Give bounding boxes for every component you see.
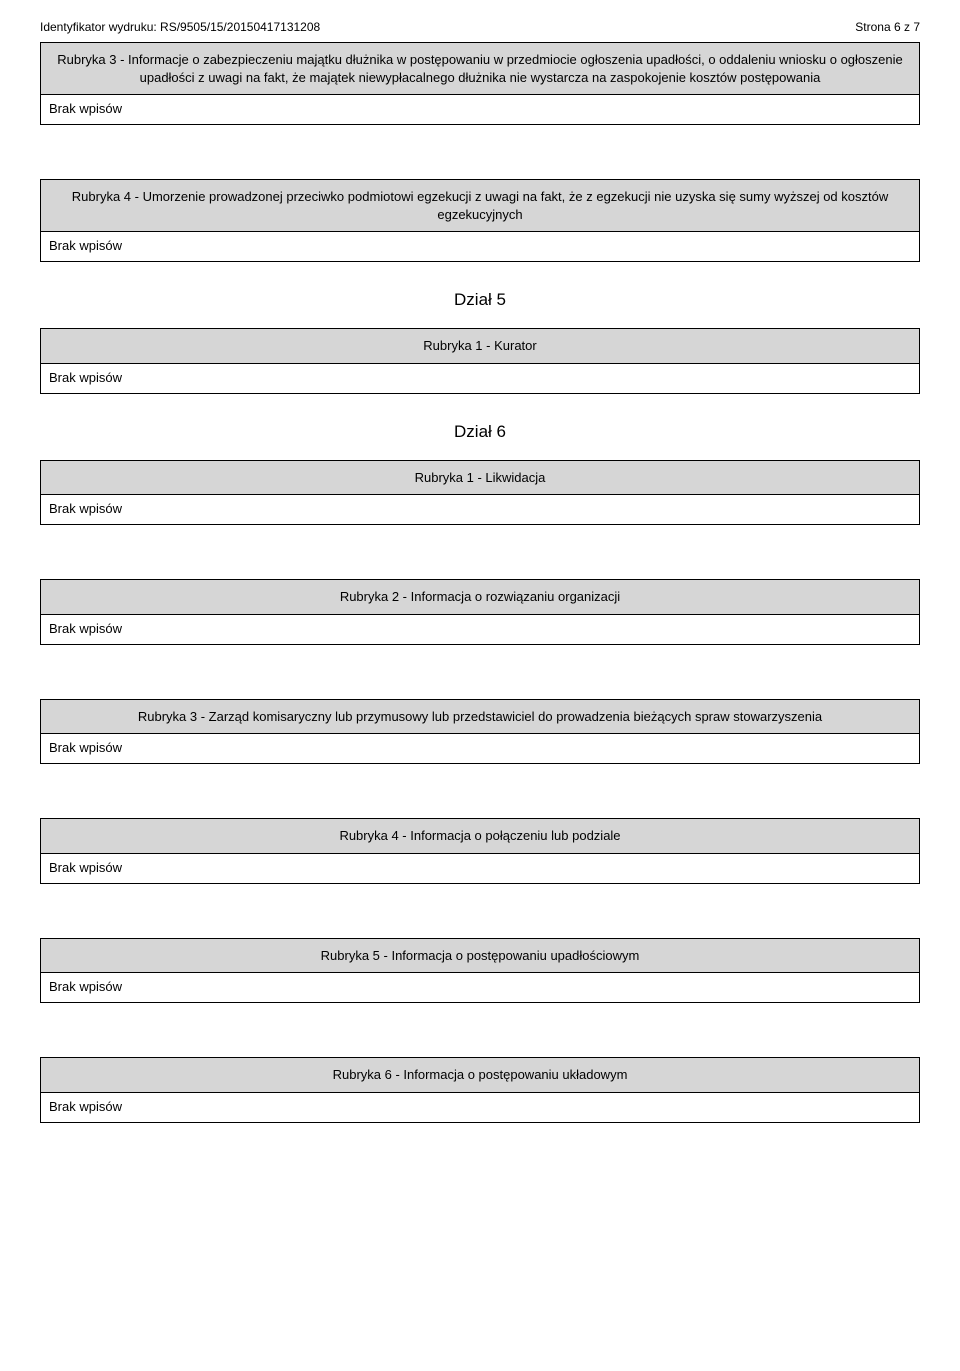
section-title: Rubryka 3 - Informacje o zabezpieczeniu … bbox=[41, 43, 919, 95]
section-title: Rubryka 1 - Likwidacja bbox=[41, 461, 919, 496]
division-heading: Dział 5 bbox=[40, 290, 920, 310]
section-body: Brak wpisów bbox=[41, 854, 919, 883]
section-body: Brak wpisów bbox=[41, 95, 919, 124]
section-box: Rubryka 2 - Informacja o rozwiązaniu org… bbox=[40, 579, 920, 645]
section-body: Brak wpisów bbox=[41, 1093, 919, 1122]
section-body: Brak wpisów bbox=[41, 232, 919, 261]
section-title: Rubryka 5 - Informacja o postępowaniu up… bbox=[41, 939, 919, 974]
section-body: Brak wpisów bbox=[41, 973, 919, 1002]
section-box: Rubryka 1 - Kurator Brak wpisów bbox=[40, 328, 920, 394]
division-heading: Dział 6 bbox=[40, 422, 920, 442]
section-title: Rubryka 1 - Kurator bbox=[41, 329, 919, 364]
section-box: Rubryka 5 - Informacja o postępowaniu up… bbox=[40, 938, 920, 1004]
section-body: Brak wpisów bbox=[41, 495, 919, 524]
section-box: Rubryka 4 - Informacja o połączeniu lub … bbox=[40, 818, 920, 884]
section-box: Rubryka 1 - Likwidacja Brak wpisów bbox=[40, 460, 920, 526]
section-title: Rubryka 4 - Informacja o połączeniu lub … bbox=[41, 819, 919, 854]
section-box: Rubryka 3 - Zarząd komisaryczny lub przy… bbox=[40, 699, 920, 765]
section-title: Rubryka 3 - Zarząd komisaryczny lub przy… bbox=[41, 700, 919, 735]
section-title: Rubryka 2 - Informacja o rozwiązaniu org… bbox=[41, 580, 919, 615]
section-box: Rubryka 6 - Informacja o postępowaniu uk… bbox=[40, 1057, 920, 1123]
section-title: Rubryka 4 - Umorzenie prowadzonej przeci… bbox=[41, 180, 919, 232]
page-header: Identyfikator wydruku: RS/9505/15/201504… bbox=[40, 20, 920, 34]
print-identifier: Identyfikator wydruku: RS/9505/15/201504… bbox=[40, 20, 320, 34]
section-box: Rubryka 4 - Umorzenie prowadzonej przeci… bbox=[40, 179, 920, 262]
section-body: Brak wpisów bbox=[41, 615, 919, 644]
section-box: Rubryka 3 - Informacje o zabezpieczeniu … bbox=[40, 42, 920, 125]
page: Identyfikator wydruku: RS/9505/15/201504… bbox=[0, 0, 960, 1157]
section-body: Brak wpisów bbox=[41, 734, 919, 763]
section-title: Rubryka 6 - Informacja o postępowaniu uk… bbox=[41, 1058, 919, 1093]
page-number: Strona 6 z 7 bbox=[855, 20, 920, 34]
section-body: Brak wpisów bbox=[41, 364, 919, 393]
